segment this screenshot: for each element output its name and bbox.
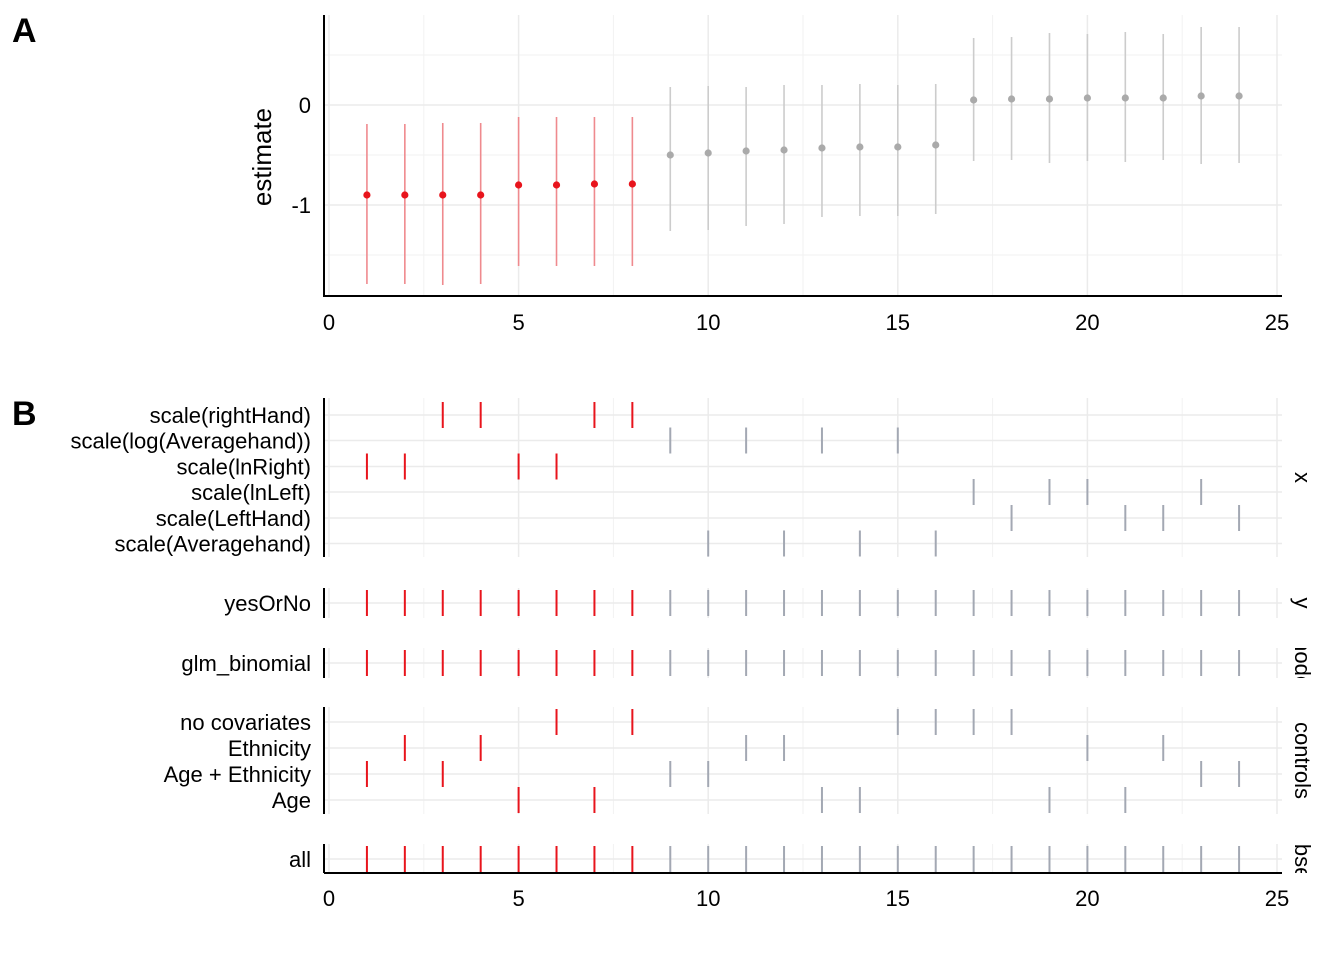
- estimate-point: [856, 143, 864, 151]
- estimate-point: [780, 146, 788, 154]
- choice-label: all: [289, 847, 311, 872]
- estimate-point: [1007, 95, 1016, 103]
- choice-label: no covariates: [180, 710, 311, 735]
- choice-label: Age + Ethnicity: [164, 762, 311, 787]
- estimate-point: [628, 180, 636, 188]
- estimate-point: [1235, 92, 1243, 100]
- x-tick-label: 15: [886, 886, 910, 911]
- choice-label: glm_binomial: [181, 651, 311, 676]
- strip: x: [1290, 472, 1315, 483]
- y-tick-label: -1: [291, 193, 311, 218]
- strip-label-subsets: subsets: [1290, 821, 1315, 897]
- facet-x: scale(rightHand)scale(log(Averagehand))s…: [70, 398, 1315, 557]
- estimate-point: [1045, 95, 1054, 103]
- estimate-point: [894, 143, 902, 151]
- strip: model: [1290, 633, 1315, 693]
- choice-label: yesOrNo: [224, 591, 311, 616]
- choice-label: scale(LeftHand): [156, 506, 311, 531]
- y-tick-label: 0: [299, 93, 311, 118]
- choice-label: Ethnicity: [228, 736, 311, 761]
- x-tick-label: 5: [512, 310, 524, 335]
- x-tick-label: 25: [1265, 886, 1289, 911]
- estimate-point: [818, 144, 826, 152]
- facet-y: yesOrNo y: [224, 588, 1315, 618]
- x-tick-label: 20: [1075, 886, 1099, 911]
- x-tick-label: 15: [886, 310, 910, 335]
- estimate-point: [1121, 94, 1129, 102]
- panel-label-b: B: [12, 395, 37, 433]
- estimate-point: [515, 181, 523, 189]
- choice-label: scale(lnRight): [177, 455, 312, 480]
- estimate-point: [363, 191, 371, 199]
- estimate-point: [1197, 92, 1205, 100]
- x-tick-label: 10: [696, 886, 720, 911]
- panel-a-estimates: 0 -1 0 5 10 15 20 25 estimate: [247, 15, 1289, 335]
- strip-label-model: model: [1290, 633, 1315, 693]
- strip: controls: [1290, 722, 1315, 799]
- strip: y: [1290, 598, 1315, 609]
- choice-label: scale(Averagehand): [115, 532, 312, 557]
- y-axis-title: estimate: [247, 108, 277, 206]
- choice-label: Age: [272, 788, 311, 813]
- estimate-point: [1083, 94, 1091, 102]
- estimate-point: [970, 96, 978, 104]
- estimate-point: [552, 181, 561, 189]
- strip-label-controls: controls: [1290, 722, 1315, 799]
- choice-label: scale(log(Averagehand)): [70, 429, 311, 454]
- strip: subsets: [1290, 821, 1315, 897]
- estimate-point: [477, 191, 485, 199]
- estimate-point: [666, 151, 674, 159]
- panel-b-choices: scale(rightHand)scale(log(Averagehand))s…: [70, 398, 1315, 911]
- estimate-point: [590, 180, 599, 188]
- x-tick-label: 5: [512, 886, 524, 911]
- x-tick-label: 25: [1265, 310, 1289, 335]
- choice-label: scale(lnLeft): [191, 480, 311, 505]
- estimate-point: [932, 141, 940, 149]
- x-tick-label: 10: [696, 310, 720, 335]
- estimate-point: [439, 191, 447, 199]
- choice-label: scale(rightHand): [150, 403, 311, 428]
- estimate-point: [401, 191, 409, 199]
- x-tick-label: 20: [1075, 310, 1099, 335]
- estimate-point: [1159, 94, 1167, 102]
- facet-subsets: all subsets: [289, 821, 1315, 897]
- strip-label-y: y: [1290, 598, 1315, 609]
- facet-model: glm_binomial model: [181, 633, 1315, 693]
- estimate-point: [742, 147, 750, 155]
- x-tick-label: 0: [323, 310, 335, 335]
- x-tick-label: 0: [323, 886, 335, 911]
- estimate-point: [704, 149, 712, 157]
- panel-label-a: A: [12, 12, 37, 50]
- strip-label-x: x: [1290, 472, 1315, 483]
